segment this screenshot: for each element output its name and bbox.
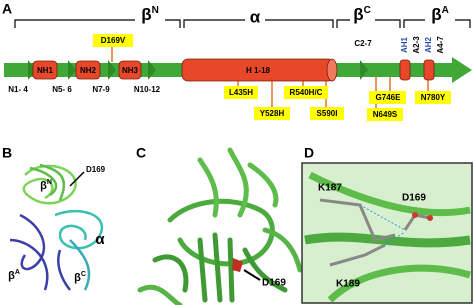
domain-label: βC (353, 5, 371, 25)
element-label: A4-7 (436, 36, 445, 54)
domain-label: α (250, 7, 261, 26)
element-label: NH2 (80, 66, 97, 75)
panel-label: D (304, 145, 314, 161)
residue-label: K189 (336, 279, 360, 290)
panel-label: A (2, 1, 12, 17)
structure-b (9, 163, 104, 291)
domain-label: βN (40, 179, 52, 192)
residue-stick (232, 258, 243, 272)
residue-label: D169 (262, 278, 286, 289)
domain-label: βC (74, 271, 86, 284)
structure-c (137, 147, 303, 305)
element-label: A2-3 (412, 36, 421, 54)
residue-label: D169 (402, 193, 426, 204)
panel-label: B (2, 145, 12, 161)
structure-d (304, 171, 472, 303)
domain-label: βA (431, 5, 449, 25)
domain-label: βN (141, 5, 159, 25)
mutation-boxes (93, 34, 451, 121)
domain-label: βA (8, 269, 20, 282)
domain-brackets (14, 19, 471, 28)
element-label: AH1 (400, 36, 409, 53)
mutation-label: D169V (101, 36, 126, 45)
residue-label: D169 (86, 165, 106, 174)
arrow (243, 269, 261, 281)
mutation-label: S590I (317, 109, 338, 118)
element-label: NH1 (37, 66, 54, 75)
mutation-label: L435H (229, 88, 253, 97)
mutation-label: N649S (373, 110, 398, 119)
mutation-label: Y528H (260, 109, 285, 118)
strand-label: N1- 4 (8, 85, 28, 94)
residue-label: K187 (318, 183, 342, 194)
arrow (69, 171, 85, 187)
element-label: H 1-18 (246, 66, 271, 75)
helices (32, 58, 435, 82)
panel-label: C (136, 145, 146, 161)
element-label: C2-7 (354, 39, 372, 48)
mutation-label: N780Y (421, 93, 446, 102)
mutation-label: G746E (376, 93, 402, 102)
strand-label: N7-9 (92, 85, 110, 94)
element-label: NH3 (122, 66, 139, 75)
domain-label: α (95, 231, 105, 248)
strand-label: N5- 6 (52, 85, 72, 94)
strand-label: N10-12 (134, 85, 161, 94)
element-label: AH2 (424, 36, 433, 53)
mutation-label: R540H/C (290, 88, 323, 97)
